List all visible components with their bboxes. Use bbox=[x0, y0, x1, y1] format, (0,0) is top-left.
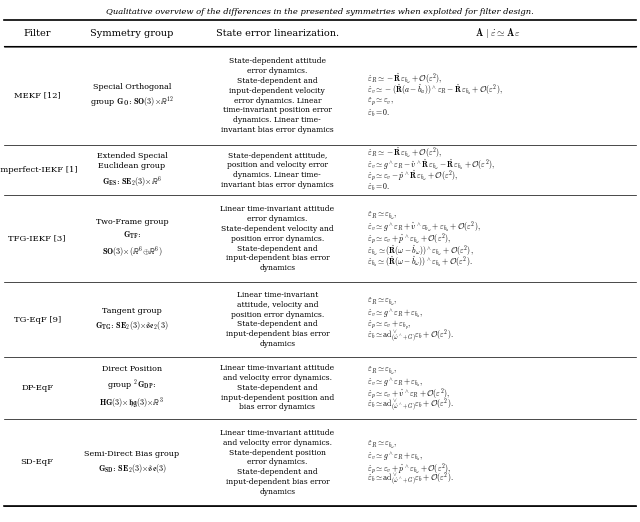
Text: Filter: Filter bbox=[24, 29, 51, 38]
Text: TG-EqF [9]: TG-EqF [9] bbox=[13, 315, 61, 324]
Text: $\dot{\varepsilon}_R \simeq -\hat{\mathbf{R}}\,\varepsilon_{b_\omega} + \mathcal: $\dot{\varepsilon}_R \simeq -\hat{\mathb… bbox=[367, 71, 443, 86]
Text: $\dot{\varepsilon}_{b_\omega} \simeq (\hat{\mathbf{R}}(\omega - \hat{b}_\omega)): $\dot{\varepsilon}_{b_\omega} \simeq (\h… bbox=[367, 243, 474, 257]
Text: DP-EqF: DP-EqF bbox=[21, 384, 53, 392]
Text: Linear time-invariant attitude
and velocity error dynamics.
State-dependent and
: Linear time-invariant attitude and veloc… bbox=[220, 364, 335, 411]
Text: $\dot{\varepsilon}_b = \mathbf{0}.$: $\dot{\varepsilon}_b = \mathbf{0}.$ bbox=[367, 108, 390, 118]
Text: Symmetry group: Symmetry group bbox=[90, 29, 173, 38]
Text: $\dot{\varepsilon}_v \simeq g^\wedge\varepsilon_R + \hat{v}^\wedge\varepsilon_{b: $\dot{\varepsilon}_v \simeq g^\wedge\var… bbox=[367, 220, 481, 235]
Text: State-dependent attitude
error dynamics.
State-dependent and
input-dependent vel: State-dependent attitude error dynamics.… bbox=[221, 57, 333, 134]
Text: State-dependent attitude,
position and velocity error
dynamics. Linear time-
inv: State-dependent attitude, position and v… bbox=[221, 151, 333, 189]
Text: $\dot{\varepsilon}_R \simeq \varepsilon_{b_\omega},$: $\dot{\varepsilon}_R \simeq \varepsilon_… bbox=[367, 439, 397, 452]
Text: $\dot{\varepsilon}_R \simeq \varepsilon_{b_\omega},$: $\dot{\varepsilon}_R \simeq \varepsilon_… bbox=[367, 296, 397, 309]
Text: $\dot{\varepsilon}_R \simeq -\hat{\mathbf{R}}\,\varepsilon_{b_\omega} + \mathcal: $\dot{\varepsilon}_R \simeq -\hat{\mathb… bbox=[367, 146, 443, 160]
Text: Qualitative overview of the differences in the presented symmetries when exploit: Qualitative overview of the differences … bbox=[106, 8, 534, 16]
Text: $\dot{\varepsilon}_b = \mathbf{0}.$: $\dot{\varepsilon}_b = \mathbf{0}.$ bbox=[367, 182, 390, 193]
Text: Tangent group
$\mathbf{G_{TG}}$: $\mathbf{SE}_2(3){\times}\mathfrak{se}_2(3)$: Tangent group $\mathbf{G_{TG}}$: $\mathb… bbox=[95, 307, 169, 331]
Text: $\dot{\varepsilon}_R \simeq \varepsilon_{b_\omega},$: $\dot{\varepsilon}_R \simeq \varepsilon_… bbox=[367, 209, 397, 222]
Text: Direct Position
group ${}^2\mathbf{G_{DP}}$:
$\mathbf{HG}(3){\times}\mathfrak{hg: Direct Position group ${}^2\mathbf{G_{DP… bbox=[99, 365, 164, 410]
Text: Linear time-invariant attitude
error dynamics.
State-dependent velocity and
posi: Linear time-invariant attitude error dyn… bbox=[220, 205, 335, 272]
Text: $\dot{\varepsilon}_v \simeq g^\wedge\varepsilon_R - \hat{v}^\wedge\hat{\mathbf{R: $\dot{\varepsilon}_v \simeq g^\wedge\var… bbox=[367, 157, 495, 172]
Text: State error linearization.: State error linearization. bbox=[216, 29, 339, 38]
Text: Linear time-invariant attitude
and velocity error dynamics.
State-dependent posi: Linear time-invariant attitude and veloc… bbox=[220, 429, 335, 496]
Text: $\dot{\varepsilon}_b \simeq \mathrm{ad}^\vee_{(\hat{\omega}^\wedge+G)}\varepsilo: $\dot{\varepsilon}_b \simeq \mathrm{ad}^… bbox=[367, 397, 454, 414]
Text: $\dot{\varepsilon}_v \simeq g^\wedge\varepsilon_R + \varepsilon_{b_a},$: $\dot{\varepsilon}_v \simeq g^\wedge\var… bbox=[367, 307, 424, 320]
Text: $\dot{\varepsilon}_v \simeq g^\wedge\varepsilon_R + \varepsilon_{b_a},$: $\dot{\varepsilon}_v \simeq g^\wedge\var… bbox=[367, 376, 424, 388]
Text: $\dot{\varepsilon}_p \simeq \varepsilon_v + \varepsilon_{b_p},$: $\dot{\varepsilon}_p \simeq \varepsilon_… bbox=[367, 318, 412, 332]
Text: $\dot{\varepsilon}_p \simeq \varepsilon_v + \hat{v}^\wedge\varepsilon_R + \mathc: $\dot{\varepsilon}_p \simeq \varepsilon_… bbox=[367, 386, 451, 401]
Text: TFG-IEKF [3]: TFG-IEKF [3] bbox=[8, 235, 66, 243]
Text: Extended Special
Euclidean group
$\mathbf{G_{ES}}$: $\mathbf{SE}_2(3){\times}\ma: Extended Special Euclidean group $\mathb… bbox=[97, 152, 167, 188]
Text: $\dot{\varepsilon}_p \simeq \varepsilon_v + \hat{p}^\wedge\varepsilon_{b_\omega}: $\dot{\varepsilon}_p \simeq \varepsilon_… bbox=[367, 461, 451, 476]
Text: Imperfect-IEKF [1]: Imperfect-IEKF [1] bbox=[0, 167, 77, 174]
Text: Special Orthogonal
group $\mathbf{G_{O}}$: $\mathbf{SO}(3){\times}\mathbb{R}^{12: Special Orthogonal group $\mathbf{G_{O}}… bbox=[90, 82, 174, 109]
Text: Two-Frame group
$\mathbf{G_{TF}}$:
$\mathbf{SO}(3){\times}(\mathbb{R}^6{\oplus}\: Two-Frame group $\mathbf{G_{TF}}$: $\mat… bbox=[95, 218, 168, 259]
Text: $\mathbf{A}\ |\ \dot{\varepsilon} \simeq \mathbf{A}\,\varepsilon$: $\mathbf{A}\ |\ \dot{\varepsilon} \simeq… bbox=[476, 26, 522, 40]
Text: $\dot{\varepsilon}_p \simeq \varepsilon_v + \hat{p}^\wedge\varepsilon_{b_\omega}: $\dot{\varepsilon}_p \simeq \varepsilon_… bbox=[367, 231, 451, 246]
Text: $\dot{\varepsilon}_b \simeq \mathrm{ad}^\vee_{(\hat{\omega}^\wedge+G)}\varepsilo: $\dot{\varepsilon}_b \simeq \mathrm{ad}^… bbox=[367, 328, 454, 346]
Text: SD-EqF: SD-EqF bbox=[20, 458, 54, 467]
Text: $\dot{\varepsilon}_b \simeq \mathrm{ad}^\vee_{(\hat{\omega}^\wedge+G)}\varepsilo: $\dot{\varepsilon}_b \simeq \mathrm{ad}^… bbox=[367, 471, 454, 489]
Text: $\dot{\varepsilon}_p \simeq \varepsilon_v,$: $\dot{\varepsilon}_p \simeq \varepsilon_… bbox=[367, 96, 394, 108]
Text: $\dot{\varepsilon}_v \simeq -(\hat{\mathbf{R}}(a - \hat{b}_a))^\wedge\varepsilon: $\dot{\varepsilon}_v \simeq -(\hat{\math… bbox=[367, 82, 503, 97]
Text: Linear time-invariant
attitude, velocity and
position error dynamics.
State-depe: Linear time-invariant attitude, velocity… bbox=[225, 291, 329, 348]
Text: $\dot{\varepsilon}_R \simeq \varepsilon_{b_\omega},$: $\dot{\varepsilon}_R \simeq \varepsilon_… bbox=[367, 364, 397, 377]
Text: $\dot{\varepsilon}_{b_a} \simeq (\hat{\mathbf{R}}(\omega - \hat{b}_\omega))^\wed: $\dot{\varepsilon}_{b_a} \simeq (\hat{\m… bbox=[367, 254, 473, 269]
Text: $\dot{\varepsilon}_v \simeq g^\wedge\varepsilon_R + \varepsilon_{b_a},$: $\dot{\varepsilon}_v \simeq g^\wedge\var… bbox=[367, 450, 424, 463]
Text: $\dot{\varepsilon}_p \simeq \varepsilon_v - \hat{p}^\wedge\hat{\mathbf{R}}\,\var: $\dot{\varepsilon}_p \simeq \varepsilon_… bbox=[367, 169, 458, 183]
Text: MEKF [12]: MEKF [12] bbox=[14, 92, 61, 100]
Text: Semi-Direct Bias group
$\mathbf{G_{SD}}$: $\mathbf{SE}_2(3){\times}\mathfrak{se}: Semi-Direct Bias group $\mathbf{G_{SD}}$… bbox=[84, 450, 180, 474]
